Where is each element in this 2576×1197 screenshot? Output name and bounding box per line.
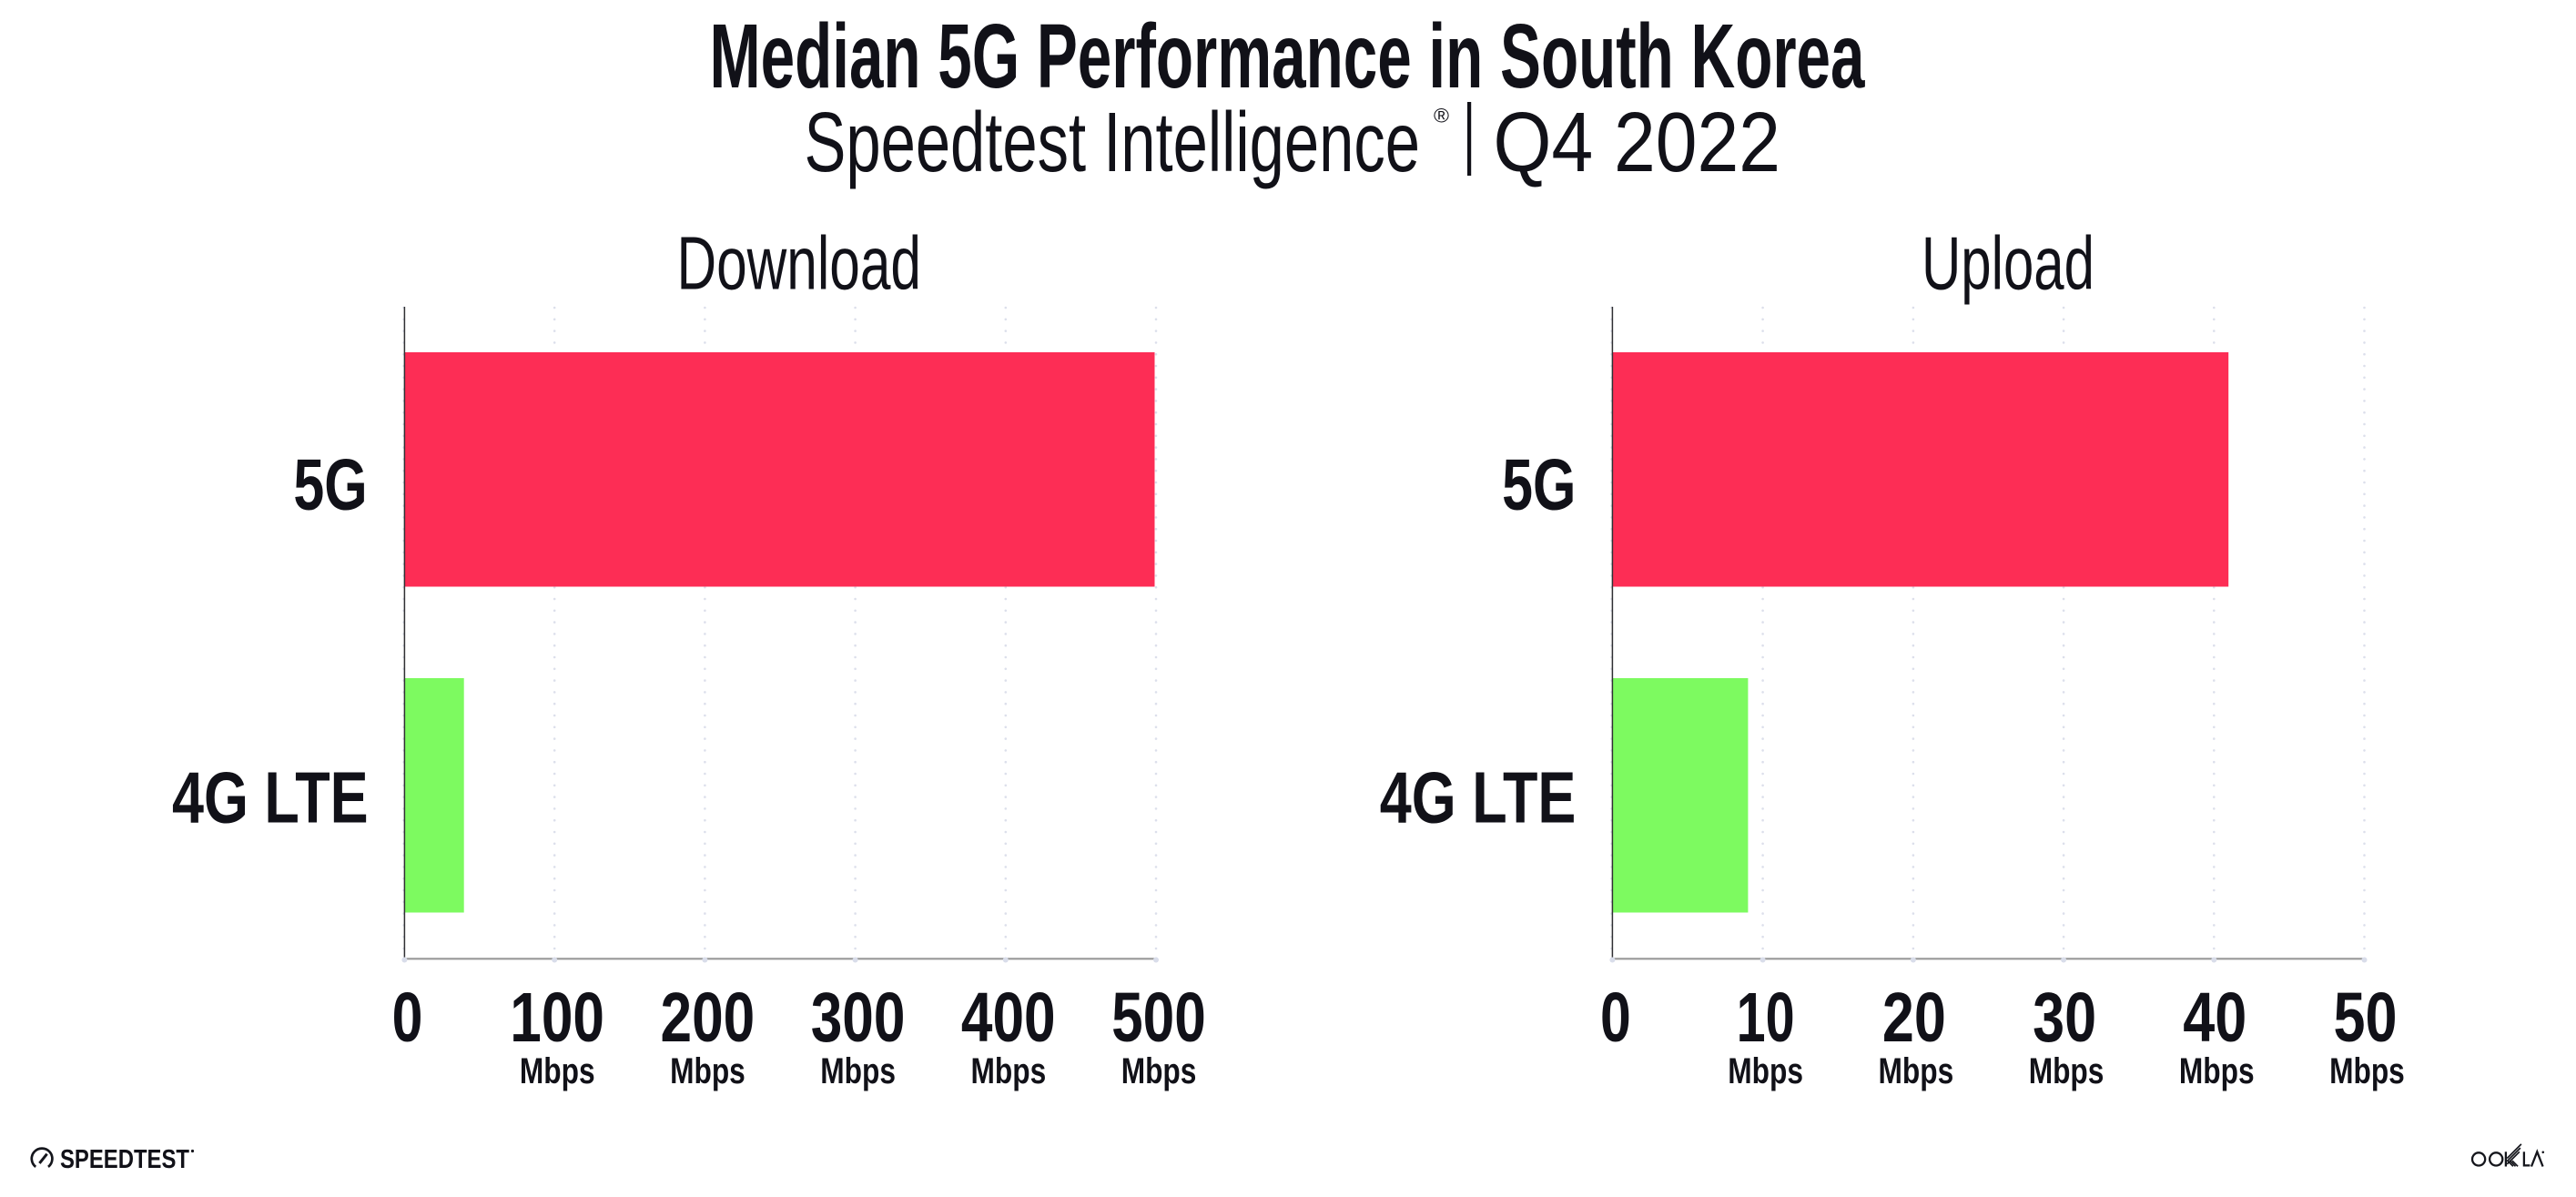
svg-text:100: 100 (510, 979, 604, 1057)
svg-text:5G: 5G (1502, 444, 1576, 525)
svg-text:200: 200 (661, 979, 756, 1057)
svg-text:Mbps: Mbps (670, 1051, 745, 1091)
svg-text:Upload: Upload (1922, 221, 2094, 306)
svg-text:0: 0 (1600, 979, 1631, 1057)
svg-text:Q4 2022: Q4 2022 (1494, 95, 1781, 189)
svg-text:Download: Download (677, 221, 922, 306)
svg-text:Mbps: Mbps (1879, 1051, 1954, 1091)
svg-text:Mbps: Mbps (520, 1051, 595, 1091)
svg-text:30: 30 (2033, 979, 2096, 1057)
svg-text:4G LTE: 4G LTE (1380, 757, 1577, 838)
svg-text:SPEEDTEST: SPEEDTEST (60, 1144, 189, 1173)
svg-text:Median 5G Performance in South: Median 5G Performance in South Korea (710, 5, 1866, 107)
svg-text:500: 500 (1111, 979, 1206, 1057)
svg-text:Mbps: Mbps (820, 1051, 896, 1091)
svg-text:300: 300 (811, 979, 906, 1057)
svg-text:0: 0 (392, 979, 423, 1057)
svg-text:40: 40 (2183, 979, 2246, 1057)
svg-text:5G: 5G (293, 444, 367, 525)
svg-text:®: ® (1434, 105, 1449, 127)
svg-text:Mbps: Mbps (1728, 1051, 1803, 1091)
svg-text:4G LTE: 4G LTE (172, 757, 369, 838)
svg-text:Mbps: Mbps (2029, 1051, 2104, 1091)
svg-text:Mbps: Mbps (1121, 1051, 1197, 1091)
svg-text:Mbps: Mbps (2179, 1051, 2255, 1091)
svg-text:400: 400 (961, 979, 1056, 1057)
svg-text:10: 10 (1737, 979, 1795, 1057)
svg-text:Mbps: Mbps (971, 1051, 1047, 1091)
svg-text:50: 50 (2334, 979, 2398, 1057)
svg-text:Speedtest Intelligence: Speedtest Intelligence (805, 95, 1421, 189)
svg-text:Mbps: Mbps (2329, 1051, 2405, 1091)
svg-text:20: 20 (1882, 979, 1946, 1057)
